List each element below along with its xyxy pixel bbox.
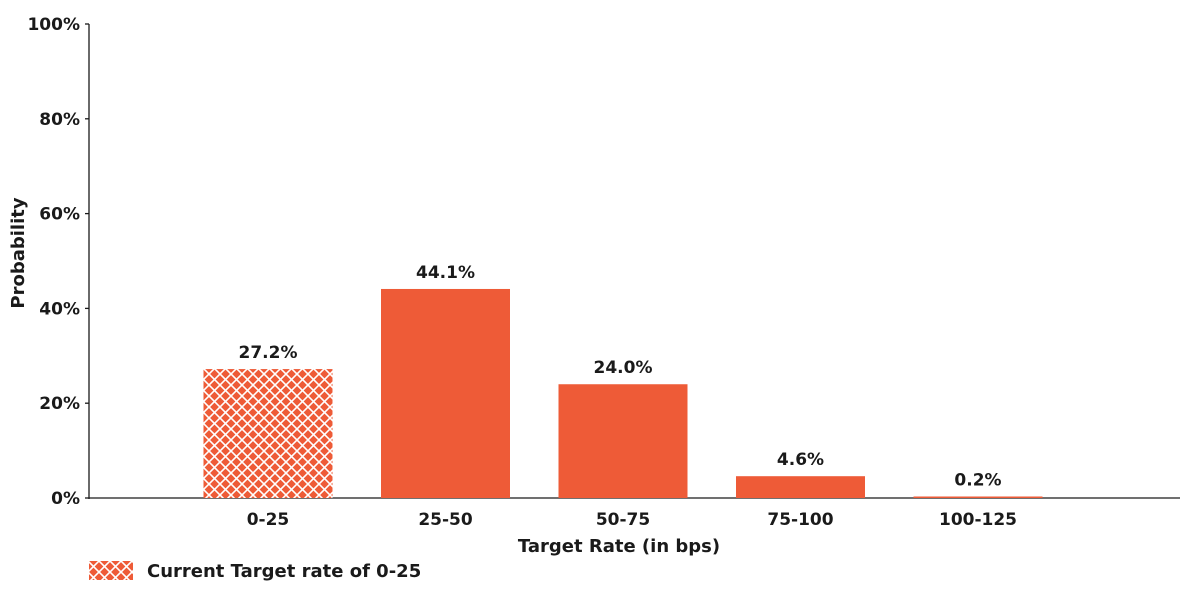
data-label-100-125: 0.2%: [954, 471, 1001, 491]
y-tick-label: 40%: [39, 299, 80, 319]
x-tick-label: 75-100: [767, 510, 833, 530]
x-tick-label: 0-25: [247, 510, 290, 530]
legend-swatch: [89, 561, 133, 580]
x-axis-title: Target Rate (in bps): [518, 536, 720, 557]
y-axis: 0% 20% 40% 60% 80% 100%: [27, 15, 90, 509]
y-tick-label: 20%: [39, 394, 80, 414]
data-labels: 27.2% 44.1% 24.0% 4.6% 0.2%: [239, 263, 1002, 491]
bar-0-25: [203, 369, 333, 498]
x-tick-label: 100-125: [939, 510, 1017, 530]
x-tick-label: 25-50: [418, 510, 473, 530]
data-label-25-50: 44.1%: [416, 263, 475, 283]
legend: Current Target rate of 0-25: [89, 561, 421, 582]
y-axis-title: Probability: [8, 197, 29, 308]
bar-25-50: [381, 288, 510, 498]
y-tick-label: 80%: [39, 110, 80, 130]
bar-100-125: [913, 496, 1043, 498]
x-tick-label: 50-75: [596, 510, 650, 530]
bar-50-75: [558, 384, 688, 498]
data-label-50-75: 24.0%: [594, 358, 653, 378]
y-tick-label: 60%: [39, 205, 80, 225]
y-tick-label: 0%: [51, 489, 80, 509]
bars: [203, 288, 1043, 498]
data-label-75-100: 4.6%: [777, 450, 824, 470]
y-tick-label: 100%: [27, 15, 80, 35]
data-label-0-25: 27.2%: [239, 343, 298, 363]
bar-75-100: [736, 476, 865, 498]
legend-label: Current Target rate of 0-25: [147, 561, 421, 582]
x-axis: 0-25 25-50 50-75 75-100 100-125: [89, 497, 1180, 530]
